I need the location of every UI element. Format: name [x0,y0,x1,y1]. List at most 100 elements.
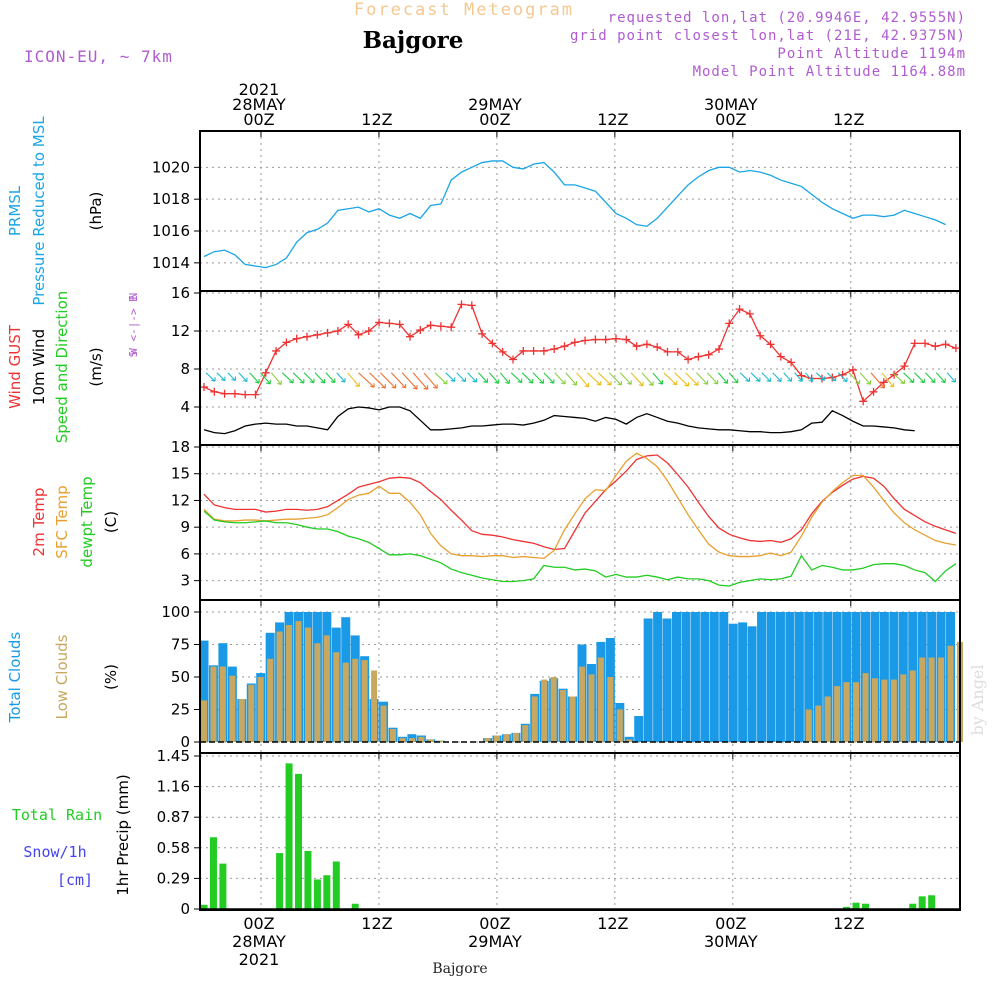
wind-arrow [935,372,946,384]
bottom-time-label: 2021 [239,950,280,969]
gust-marker [333,327,342,335]
gust-marker [663,347,672,356]
clouds-bar [579,666,585,742]
gust-marker [354,330,363,339]
y-tick-label: 4 [180,398,190,416]
gust-marker [725,319,734,328]
wind-arrow [870,372,885,389]
pressure-series-line [203,160,946,269]
clouds-bar [672,612,681,742]
wind-arrow [205,372,216,382]
wind-arrow [641,372,654,386]
gust-marker [776,352,785,361]
clouds-bar [390,729,396,742]
wind-arrow [412,372,429,390]
wind-arrow [674,372,690,387]
clouds-bar [662,618,672,742]
wind-arrow [303,372,315,384]
gust-marker [272,346,281,355]
compass-south: S [127,351,140,358]
gust-marker [426,321,435,330]
clouds-bar [919,657,926,742]
clouds-bar [342,662,349,742]
wind-arrow [325,372,336,384]
clouds-bar [219,666,226,742]
gust-marker [467,301,476,310]
clouds-bar [304,627,311,742]
precip-bar [304,850,312,909]
clouds-bar [785,612,795,742]
gust-marker [869,387,878,396]
gust-marker [941,340,950,349]
y-tick-label: 18 [171,438,190,456]
gust-marker [292,334,301,343]
wind-arrow [521,372,534,384]
wind-arrow [456,372,466,383]
wind-arrow [369,372,386,389]
bottom-time-label: 12Z [597,914,628,933]
clouds-bar [484,738,491,742]
wind-arrow [260,372,271,385]
gust-marker [684,355,693,364]
clouds-bar [248,684,255,742]
bottom-time-label: 30MAY [704,932,758,951]
precip-bar [209,837,217,909]
clouds-bar [522,725,529,742]
clouds-bar [201,700,207,742]
gust-marker [478,329,487,338]
top-time-label: 12Z [833,110,864,129]
gust-marker [704,350,713,359]
y-tick-label: 16 [171,284,190,302]
y-tick-label: 1.16 [157,778,190,796]
gust-marker [951,344,960,353]
gust-marker [416,326,425,335]
compass-label: W <-|-> E [127,295,140,355]
clouds-bar [881,679,888,742]
gust-marker [241,390,250,399]
y-tick-label: 50 [171,668,190,686]
clouds-bar [813,612,823,742]
precip-bar [862,903,869,909]
wind-arrow [281,372,294,384]
gust-marker [344,320,353,329]
gust-marker [673,347,682,356]
precip-bar [332,861,340,909]
precip-bar [200,904,208,909]
gust-marker [787,358,796,367]
wind-arrow [380,372,397,389]
clouds-bar [681,612,691,742]
clouds-bar [352,658,359,742]
gust-marker [735,305,744,314]
y-tick-label: 9 [180,518,190,536]
precip-bar [313,879,321,909]
panel-wind: 4 8 12 16 W <-|-> EN S Wind GUST 10m Wind Speed … [6,284,961,446]
clouds-bar [531,696,538,742]
gust-marker [550,345,559,354]
gust-marker [509,355,517,364]
wind-arrow [532,372,544,384]
gust-marker [457,300,466,309]
clouds-bar [824,696,831,742]
wind-arrow [630,372,644,387]
clouds-bar [862,673,869,742]
clouds-bar [775,612,785,742]
gust-marker [622,335,631,344]
clouds-bar [805,709,812,742]
gust-marker [653,343,662,352]
clouds-bar [834,686,841,742]
bottom-time-label: 12Z [833,914,864,933]
wind-arrow [652,372,663,385]
wind-arrow [772,372,782,383]
gust-marker [529,346,538,355]
wind-arrow [761,372,772,383]
clouds-bar [333,652,340,742]
gust-marker [612,334,620,343]
gust-marker [910,339,919,348]
y-tick-label: 1.45 [157,747,190,765]
wind-arrow [826,372,837,382]
clouds-bar [550,677,557,742]
bottom-time-label: 00Z [243,914,274,933]
clouds-bar [323,635,330,742]
gust-marker [261,368,270,377]
y-tick-label: 6 [180,545,190,563]
